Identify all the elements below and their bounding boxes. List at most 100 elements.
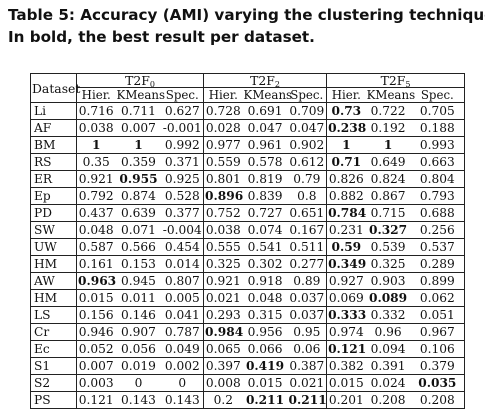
table-cell: 0.587 bbox=[76, 238, 116, 256]
table-cell: 0.121 bbox=[326, 340, 367, 358]
dataset-name-cell: Cr bbox=[30, 323, 77, 341]
table-cell: 0.047 bbox=[287, 119, 328, 137]
table-cell: 0.089 bbox=[365, 289, 411, 307]
table-cell: 0.293 bbox=[203, 306, 243, 324]
table-cell: 0.716 bbox=[76, 102, 116, 120]
table-cell: 0.559 bbox=[203, 153, 243, 171]
table-cell: 0.819 bbox=[242, 170, 288, 188]
dataset-name-cell: LS bbox=[30, 306, 77, 324]
dataset-name-cell: HM bbox=[30, 289, 77, 307]
table-cell: 1 bbox=[326, 136, 366, 154]
table-cell: 0.06 bbox=[287, 340, 328, 358]
table-cell: 0.974 bbox=[326, 323, 366, 341]
table-cell: 0.79 bbox=[287, 170, 328, 188]
table-cell: 0.537 bbox=[410, 238, 466, 256]
table-cell: 0.106 bbox=[410, 340, 466, 358]
table-cell: 0.792 bbox=[76, 187, 116, 205]
table-cell: 0.555 bbox=[203, 238, 243, 256]
group-header-t2f5: T2F5 bbox=[326, 73, 466, 89]
dataset-name-cell: PD bbox=[30, 204, 77, 222]
table-cell: 0.925 bbox=[161, 170, 205, 188]
table-cell: 0.993 bbox=[410, 136, 466, 154]
table-cell: 0.715 bbox=[365, 204, 411, 222]
table-cell: 0.71 bbox=[326, 153, 366, 171]
table-caption: Table 5: Accuracy (AMI) varying the clus… bbox=[8, 4, 485, 48]
table-cell: 0.002 bbox=[161, 357, 205, 375]
table-cell: 0.047 bbox=[242, 119, 288, 137]
table-cell: 0.882 bbox=[326, 187, 366, 205]
table-cell: 0.896 bbox=[203, 187, 244, 205]
table-row: HM 0.161 0.153 0.014 0.325 0.302 0.277 0.349 0.3… bbox=[30, 255, 466, 273]
table-cell: 0.663 bbox=[410, 153, 466, 171]
table-cell: 0.332 bbox=[365, 306, 411, 324]
table-cell: 0.024 bbox=[365, 374, 411, 392]
table-cell: 0.015 bbox=[326, 374, 366, 392]
method-header: KMeans bbox=[242, 87, 293, 103]
table-cell: 0.539 bbox=[365, 238, 411, 256]
table-cell: 0.612 bbox=[287, 153, 328, 171]
table-cell: 0.325 bbox=[203, 255, 243, 273]
table-cell: 0.984 bbox=[203, 323, 244, 341]
table-cell: 0.005 bbox=[161, 289, 205, 307]
table-cell: 0.051 bbox=[410, 306, 466, 324]
table-row: PS 0.121 0.143 0.143 0.2 0.211 0.211 0.201 0.208… bbox=[30, 391, 466, 409]
table-cell: 0.903 bbox=[365, 272, 411, 290]
table-cell: 0.048 bbox=[242, 289, 288, 307]
table-cell: 0.211 bbox=[242, 391, 288, 409]
dataset-name-cell: AW bbox=[30, 272, 77, 290]
table-cell: 0.96 bbox=[365, 323, 411, 341]
group-header-t2f0: T2F0 bbox=[76, 73, 205, 89]
table-cell: 0.784 bbox=[326, 204, 367, 222]
table-cell: -0.001 bbox=[161, 119, 205, 137]
method-header: Hier. bbox=[326, 87, 366, 103]
table-cell: 0.956 bbox=[242, 323, 288, 341]
table-cell: 0.977 bbox=[203, 136, 243, 154]
method-header-row: Hier. KMeans Spec. Hier. KMeans Spec. Hi… bbox=[31, 87, 466, 103]
table-cell: 0.2 bbox=[203, 391, 243, 409]
table-cell: 0.59 bbox=[326, 238, 366, 256]
table-cell: 0.899 bbox=[410, 272, 466, 290]
table-cell: 0.727 bbox=[242, 204, 288, 222]
table-cell: 1 bbox=[115, 136, 162, 154]
table-cell: 0.391 bbox=[365, 357, 411, 375]
table-cell: 0.722 bbox=[365, 102, 411, 120]
table-cell: 0.688 bbox=[410, 204, 466, 222]
table-cell: 0.325 bbox=[365, 255, 411, 273]
table-cell: 0.315 bbox=[242, 306, 288, 324]
dataset-name-cell: SW bbox=[30, 221, 77, 239]
table-cell: 0.639 bbox=[115, 204, 162, 222]
dataset-name-cell: UW bbox=[30, 238, 77, 256]
table-row: RS 0.35 0.359 0.371 0.559 0.578 0.612 0.71 0.649… bbox=[30, 153, 466, 171]
table-cell: 0.511 bbox=[287, 238, 328, 256]
table-cell: 0.302 bbox=[242, 255, 288, 273]
dataset-name-cell: S2 bbox=[30, 374, 77, 392]
dataset-name-cell: Li bbox=[30, 102, 77, 120]
table-cell: 0.074 bbox=[242, 221, 288, 239]
method-header: Spec. bbox=[410, 87, 466, 103]
dataset-column-header: Dataset bbox=[30, 73, 80, 103]
table-row: UW 0.587 0.566 0.454 0.555 0.541 0.511 0.59 0.53… bbox=[30, 238, 466, 256]
table-cell: 0.161 bbox=[76, 255, 116, 273]
table-cell: 0 bbox=[161, 374, 205, 392]
table-cell: 1 bbox=[365, 136, 411, 154]
table-cell: 0.419 bbox=[242, 357, 288, 375]
table-cell: 0.955 bbox=[115, 170, 162, 188]
table-cell: 0.121 bbox=[76, 391, 116, 409]
table-row: S1 0.007 0.019 0.002 0.397 0.419 0.387 0.382 0.3… bbox=[30, 357, 466, 375]
table-cell: 0.037 bbox=[287, 289, 328, 307]
table-cell: 0.333 bbox=[326, 306, 367, 324]
table-cell: -0.004 bbox=[161, 221, 205, 239]
table-cell: 0.801 bbox=[203, 170, 243, 188]
table-cell: 0.041 bbox=[161, 306, 205, 324]
table-cell: 0.907 bbox=[115, 323, 162, 341]
table-cell: 0.062 bbox=[410, 289, 466, 307]
table-cell: 0.065 bbox=[203, 340, 243, 358]
table-cell: 0.007 bbox=[76, 357, 116, 375]
table-cell: 0.967 bbox=[410, 323, 466, 341]
table-cell: 0.651 bbox=[287, 204, 328, 222]
table-cell: 0.8 bbox=[287, 187, 328, 205]
table-cell: 0.379 bbox=[410, 357, 466, 375]
table-cell: 0.256 bbox=[410, 221, 466, 239]
table-cell: 0.021 bbox=[203, 289, 243, 307]
table-cell: 0.728 bbox=[203, 102, 243, 120]
